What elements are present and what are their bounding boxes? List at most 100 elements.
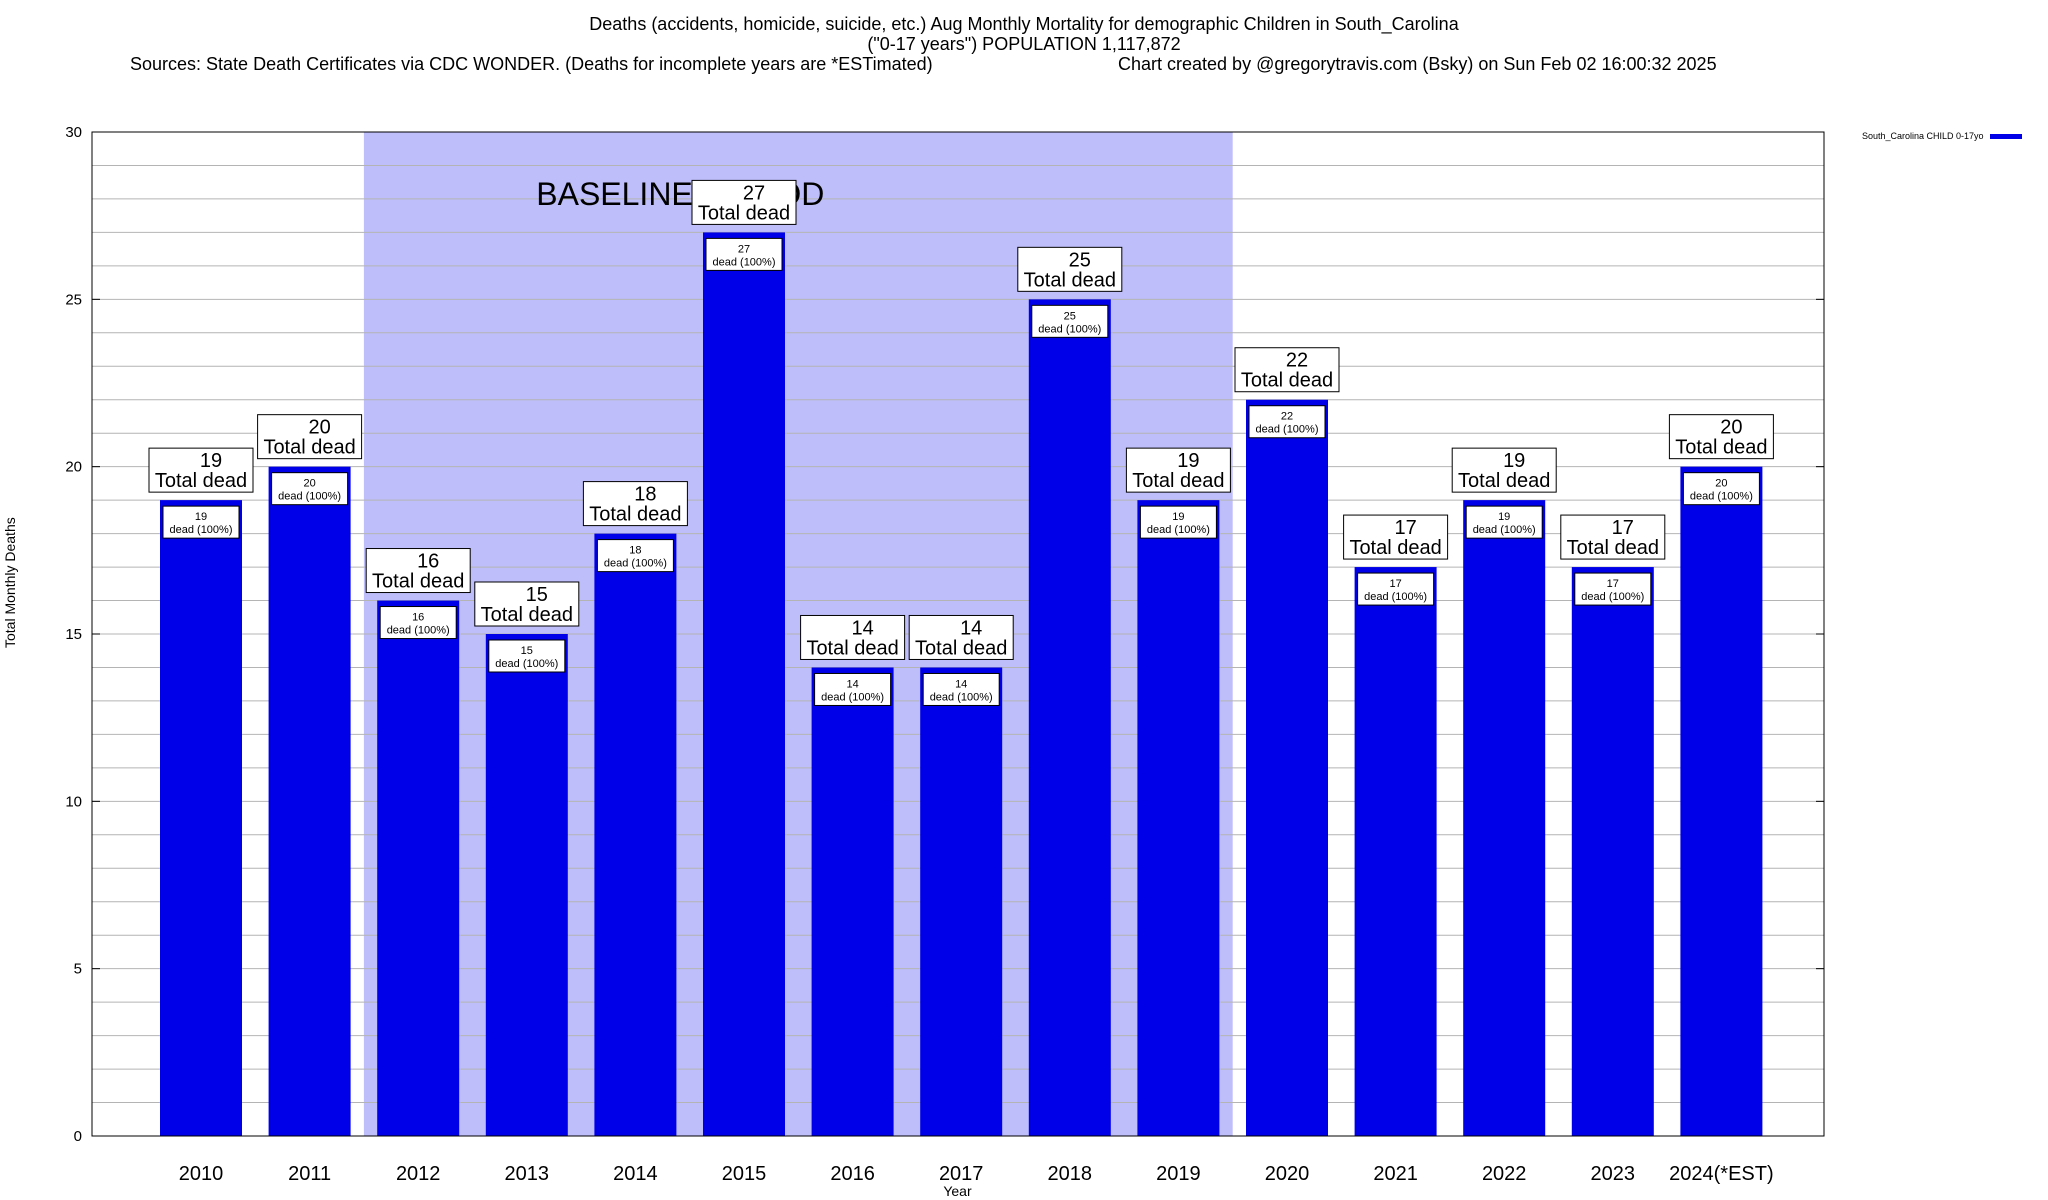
y-tick-label: 25 <box>65 291 82 308</box>
total-label-box <box>582 481 688 527</box>
total-label-count: 20 <box>1720 417 1742 439</box>
x-tick-label: 2010 <box>179 1163 224 1185</box>
bar <box>160 500 242 1137</box>
inner-label-box <box>1574 572 1652 606</box>
total-label-box <box>148 447 254 493</box>
inner-label-text: dead (100%) <box>1690 491 1753 503</box>
total-label-text: Total dead <box>1132 470 1224 492</box>
inner-label-text: dead (100%) <box>1147 524 1210 536</box>
x-tick-label: 2019 <box>1156 1163 1201 1185</box>
total-label-text: Total dead <box>481 604 573 626</box>
total-label-text: Total dead <box>698 202 790 224</box>
inner-label-box <box>271 472 349 506</box>
inner-label-text: dead (100%) <box>1364 591 1427 603</box>
total-label-count: 27 <box>743 182 765 204</box>
x-tick-label: 2013 <box>505 1163 550 1185</box>
total-label-count: 14 <box>960 617 982 639</box>
total-label-box <box>1017 246 1123 292</box>
x-tick-label: 2024(*EST) <box>1669 1163 1774 1185</box>
inner-label-count: 20 <box>303 478 315 490</box>
total-label-text: Total dead <box>1241 370 1333 392</box>
total-label-count: 19 <box>200 450 222 472</box>
bar <box>268 466 351 1137</box>
inner-label-box <box>1139 505 1217 539</box>
bar <box>1354 567 1437 1136</box>
total-label-count: 18 <box>634 484 656 506</box>
inner-label-text: dead (100%) <box>930 691 993 703</box>
bar <box>1137 500 1220 1137</box>
total-label-text: Total dead <box>589 504 681 526</box>
inner-label-box <box>814 672 892 706</box>
inner-label-text: dead (100%) <box>1581 591 1644 603</box>
total-label-box <box>908 614 1014 660</box>
inner-label-text: dead (100%) <box>278 491 341 503</box>
total-label-text: Total dead <box>1349 537 1441 559</box>
total-label-text: Total dead <box>155 470 247 492</box>
y-axis-label: Total Monthly Deaths <box>2 517 18 648</box>
x-tick-label: 2014 <box>613 1163 658 1185</box>
inner-label-box <box>1248 405 1326 439</box>
inner-label-box <box>1357 572 1435 606</box>
x-axis-label: Year <box>943 1183 972 1199</box>
inner-label-text: dead (100%) <box>495 658 558 670</box>
bar <box>1028 299 1111 1136</box>
legend-label: South_Carolina CHILD 0-17yo <box>1862 131 1984 141</box>
y-tick-label: 5 <box>74 961 82 978</box>
inner-label-count: 25 <box>1064 310 1076 322</box>
total-label-box <box>257 414 363 460</box>
x-tick-label: 2020 <box>1265 1163 1310 1185</box>
inner-label-count: 15 <box>521 645 533 657</box>
inner-label-count: 19 <box>1172 511 1184 523</box>
y-tick-label: 20 <box>65 459 82 476</box>
inner-label-count: 17 <box>1389 578 1401 590</box>
total-label-box <box>1668 414 1774 460</box>
x-tick-label: 2016 <box>830 1163 875 1185</box>
total-label-box <box>1125 447 1231 493</box>
chart-legend: South_Carolina CHILD 0-17yo <box>1862 131 2022 141</box>
total-label-text: Total dead <box>263 437 355 459</box>
x-tick-label: 2023 <box>1591 1163 1636 1185</box>
bar <box>1571 567 1654 1136</box>
inner-label-box <box>1682 472 1760 506</box>
bar <box>594 533 677 1136</box>
total-label-box <box>1234 347 1340 393</box>
total-label-count: 20 <box>308 417 330 439</box>
inner-label-box <box>1031 304 1109 338</box>
total-label-box <box>691 179 797 225</box>
bar <box>1463 500 1546 1137</box>
inner-label-text: dead (100%) <box>170 524 233 536</box>
inner-label-box <box>379 606 457 640</box>
x-tick-label: 2018 <box>1048 1163 1093 1185</box>
total-label-text: Total dead <box>1567 537 1659 559</box>
bar <box>485 634 568 1136</box>
inner-label-text: dead (100%) <box>387 625 450 637</box>
inner-label-count: 18 <box>629 545 641 557</box>
total-label-count: 14 <box>851 617 873 639</box>
chart-credit-line: Chart created by @gregorytravis.com (Bsk… <box>1118 54 1717 74</box>
x-tick-label: 2022 <box>1482 1163 1527 1185</box>
total-label-text: Total dead <box>1458 470 1550 492</box>
bar <box>1246 399 1328 1136</box>
total-label-count: 17 <box>1612 517 1634 539</box>
total-label-count: 19 <box>1177 450 1199 472</box>
bar <box>703 232 785 1136</box>
total-label-box <box>1451 447 1557 493</box>
inner-label-count: 16 <box>412 612 424 624</box>
total-label-count: 22 <box>1286 350 1308 372</box>
inner-label-count: 20 <box>1715 478 1727 490</box>
inner-label-count: 19 <box>195 511 207 523</box>
total-label-text: Total dead <box>372 571 464 593</box>
inner-label-count: 22 <box>1281 411 1293 423</box>
inner-label-text: dead (100%) <box>604 558 667 570</box>
chart-title-line-1: Deaths (accidents, homicide, suicide, et… <box>589 14 1459 34</box>
inner-label-count: 14 <box>955 678 967 690</box>
inner-label-text: dead (100%) <box>821 691 884 703</box>
total-label-text: Total dead <box>806 637 898 659</box>
total-label-text: Total dead <box>1675 437 1767 459</box>
total-label-count: 25 <box>1069 249 1091 271</box>
total-label-text: Total dead <box>915 637 1007 659</box>
inner-label-box <box>1465 505 1543 539</box>
bar <box>920 667 1003 1136</box>
bar <box>811 667 894 1136</box>
inner-label-count: 19 <box>1498 511 1510 523</box>
